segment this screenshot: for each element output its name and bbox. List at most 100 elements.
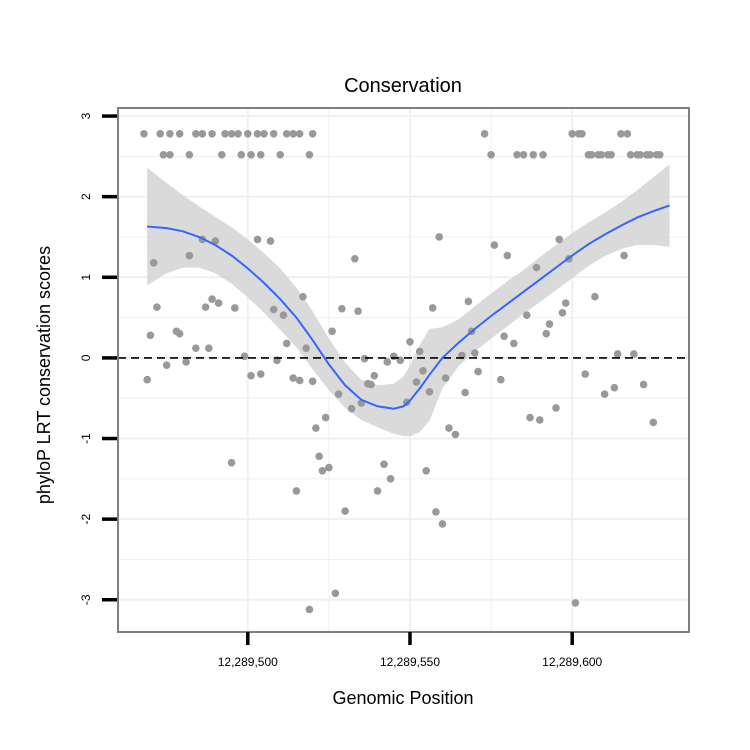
data-point [182, 358, 190, 366]
data-point [542, 329, 551, 338]
plot-panel [117, 107, 690, 633]
panel-background [118, 108, 689, 632]
y-tick-label: 2 [79, 193, 93, 200]
data-point [205, 344, 213, 353]
data-point [389, 352, 398, 361]
data-point [299, 292, 307, 301]
y-axis-title: phyloP LRT conservation scores [34, 246, 54, 504]
data-point [529, 150, 538, 159]
data-point [623, 129, 632, 138]
data-point [312, 424, 320, 432]
data-point [305, 150, 314, 159]
data-point [535, 416, 544, 424]
data-point [266, 237, 275, 245]
data-point [600, 390, 609, 398]
data-point [234, 129, 242, 138]
y-tick-label: 1 [79, 274, 93, 281]
y-tick-label: 0 [79, 354, 93, 361]
data-point [360, 354, 369, 363]
x-tick-label: 12,289,600 [542, 655, 602, 669]
data-point [503, 251, 512, 260]
data-point [370, 371, 379, 380]
data-point [480, 129, 489, 138]
data-point [435, 233, 443, 241]
data-point [315, 452, 323, 461]
confidence-band-layer [147, 164, 670, 437]
data-point [247, 150, 255, 159]
data-point [626, 150, 635, 159]
data-point [558, 308, 567, 317]
data-point [230, 304, 239, 312]
data-point [636, 150, 645, 159]
data-point [334, 390, 343, 398]
data-point [597, 150, 606, 159]
data-point [292, 487, 301, 495]
data-point [471, 349, 479, 357]
data-point [432, 508, 440, 516]
data-point [649, 418, 658, 427]
data-points [140, 129, 664, 614]
data-point [201, 303, 210, 311]
data-point [386, 475, 395, 483]
data-point [639, 380, 648, 389]
data-point [279, 311, 288, 319]
data-point [613, 350, 622, 358]
data-point [295, 376, 304, 385]
data-point [218, 150, 226, 159]
data-point [438, 520, 447, 528]
data-point [341, 507, 349, 515]
confidence-band [147, 164, 670, 437]
data-point [380, 460, 388, 469]
data-point [367, 380, 375, 389]
data-point [282, 339, 291, 348]
data-point [175, 129, 184, 138]
data-point [166, 129, 174, 138]
data-point [282, 129, 291, 138]
data-point [591, 292, 599, 301]
data-point [383, 358, 392, 366]
data-point [227, 458, 236, 467]
data-point [568, 129, 577, 138]
data-point [415, 347, 424, 356]
data-point [620, 251, 628, 260]
data-point [227, 129, 236, 138]
data-point [321, 413, 330, 422]
data-point [253, 235, 262, 244]
data-point [221, 129, 229, 138]
data-point [607, 150, 615, 159]
data-point [500, 332, 508, 340]
data-point [331, 589, 340, 598]
data-point [140, 129, 148, 138]
data-point [162, 361, 171, 369]
data-point [208, 295, 216, 303]
data-point [175, 329, 184, 338]
x-tick-label: 12,289,550 [380, 655, 440, 669]
data-point [561, 299, 570, 307]
y-tick-label: -3 [79, 594, 93, 605]
data-point [497, 375, 505, 384]
data-point [578, 129, 586, 138]
data-point [240, 352, 249, 361]
data-point [260, 129, 268, 138]
data-point [419, 367, 427, 375]
data-point [425, 387, 434, 396]
data-point [328, 327, 336, 336]
data-point [156, 129, 164, 138]
data-point [338, 304, 346, 313]
data-point [428, 304, 437, 312]
data-point [351, 254, 359, 263]
data-point [269, 129, 278, 138]
data-point [308, 377, 317, 386]
data-point [406, 337, 414, 346]
data-point [474, 367, 482, 376]
y-axis: -3 -2 -1 0 1 2 3 [79, 112, 117, 605]
data-point [441, 374, 450, 382]
data-point [464, 297, 473, 306]
data-point [412, 378, 421, 386]
data-point [422, 466, 431, 475]
data-point [555, 235, 564, 244]
data-point [247, 371, 255, 380]
y-tick-label: -2 [79, 513, 93, 524]
data-point [166, 150, 174, 159]
data-point [159, 150, 168, 159]
